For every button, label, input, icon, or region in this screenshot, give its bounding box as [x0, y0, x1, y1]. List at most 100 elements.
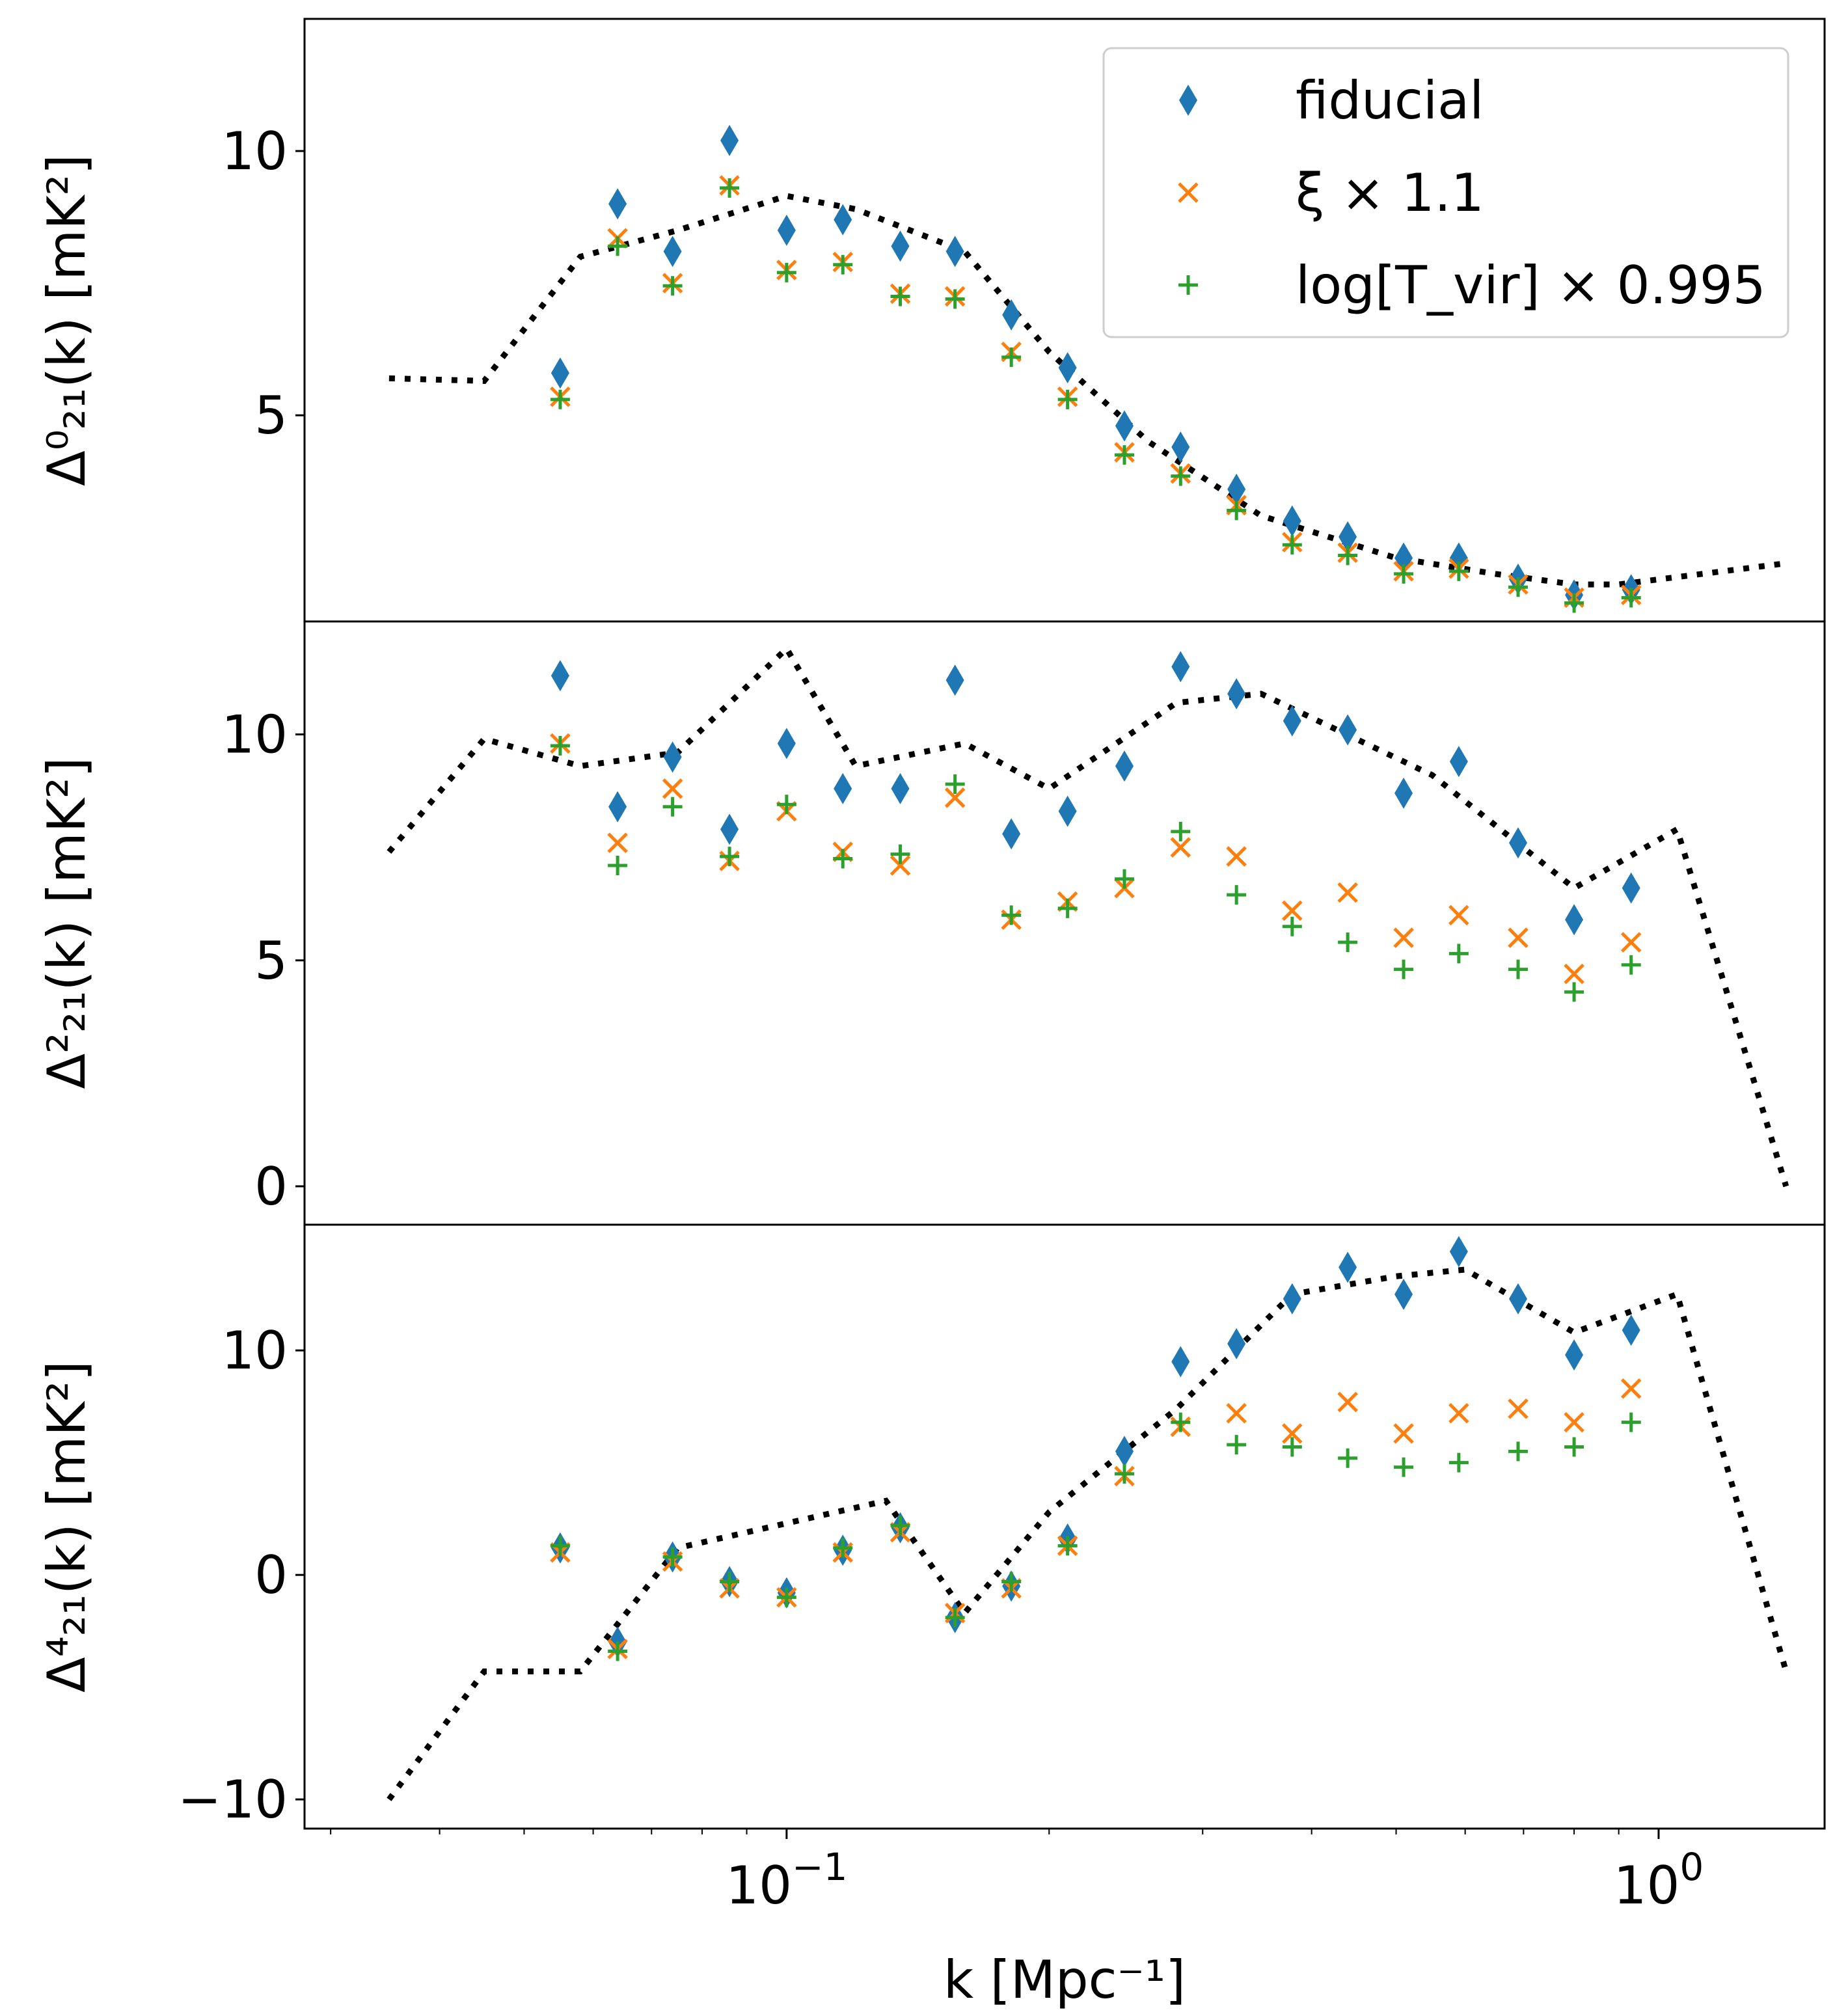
data-point [1171, 1412, 1191, 1432]
data-point [1622, 872, 1640, 904]
data-point [1448, 944, 1469, 964]
data-point [1001, 347, 1022, 367]
x-tick-label: 10−1 [726, 1845, 847, 1916]
data-point [834, 772, 852, 804]
data-point [1057, 389, 1078, 409]
data-point [1564, 1437, 1584, 1457]
series-log[T_vir] × 0.995 [550, 178, 1641, 613]
data-point [1283, 1283, 1301, 1314]
axes-frame-l4 [303, 1223, 1826, 1830]
data-point [1564, 1411, 1584, 1433]
legend-box [1102, 47, 1789, 338]
data-point [1227, 885, 1247, 905]
axes-frames [303, 18, 1826, 1830]
legend-label: log[T_vir] × 0.995 [1296, 255, 1766, 316]
data-point [1171, 651, 1190, 683]
data-point [1282, 1423, 1303, 1444]
data-point [1621, 955, 1641, 975]
data-point [1171, 431, 1190, 463]
x-tick-label: 100 [1614, 1845, 1704, 1916]
data-point [1171, 466, 1191, 486]
data-point [1001, 1572, 1022, 1592]
data-point [1564, 963, 1584, 985]
data-point [1394, 1457, 1414, 1477]
series-log[T_vir] × 0.995 [550, 735, 1641, 1002]
data-point [890, 286, 910, 306]
data-point [608, 1641, 628, 1661]
data-point [1448, 905, 1469, 926]
data-point [1171, 1346, 1190, 1378]
data-point [945, 774, 965, 794]
data-point [608, 188, 627, 220]
theory-dotted-line [388, 193, 1787, 588]
data-point [1058, 795, 1077, 827]
data-point [1394, 564, 1414, 584]
data-point [1057, 1536, 1078, 1556]
data-point [1393, 1423, 1414, 1444]
data-point [834, 204, 852, 236]
data-point [1227, 678, 1246, 710]
data-point [1394, 959, 1414, 979]
y-tick-label: 10 [221, 1320, 288, 1381]
data-point [1339, 714, 1357, 746]
data-point [776, 795, 796, 815]
data-point [1508, 1283, 1527, 1314]
data-point [662, 276, 683, 296]
series-ξ × 1.1 [550, 733, 1642, 985]
data-point [1621, 1412, 1641, 1432]
data-point [662, 778, 683, 799]
data-point [1283, 505, 1301, 537]
y-axis-label: Δ⁰₂₁(k) [mK²] [36, 154, 97, 486]
y-tick-label: 10 [221, 705, 288, 765]
data-point [777, 728, 796, 759]
data-point [720, 178, 740, 198]
data-point [944, 787, 966, 808]
data-point [1058, 352, 1077, 384]
data-point [1057, 898, 1078, 918]
data-point [1508, 1441, 1528, 1462]
legend-entry: fiducial [1179, 70, 1484, 131]
panel-l2: 0 5 10 Δ²₂₁(k) [mK²] [36, 644, 1789, 1217]
data-point [1448, 561, 1469, 581]
data-point [550, 660, 569, 692]
data-point [1170, 837, 1191, 858]
y-axis-label: Δ⁴₂₁(k) [mK²] [36, 1361, 97, 1693]
data-point [1339, 1251, 1357, 1283]
legend-entry: ξ × 1.1 [1178, 163, 1484, 223]
data-point [1002, 299, 1021, 331]
data-point [1449, 1236, 1468, 1268]
data-point [1115, 750, 1134, 782]
data-point [833, 1538, 853, 1558]
data-point [833, 254, 853, 275]
data-point [776, 1587, 796, 1607]
data-point [1448, 1403, 1469, 1424]
data-point [1002, 818, 1021, 850]
y-tick-label: 0 [254, 1156, 288, 1217]
data-point [1622, 1314, 1640, 1346]
y-axis-label: Δ²₂₁(k) [mK²] [36, 757, 97, 1089]
data-point [1565, 1339, 1584, 1371]
data-point [720, 847, 740, 867]
data-point [607, 832, 628, 854]
data-point [1339, 521, 1357, 553]
x-axis: 10−1 100 [330, 1829, 1704, 1916]
data-point [1283, 705, 1301, 737]
data-point [550, 735, 570, 756]
data-point [1508, 1398, 1529, 1419]
data-point [776, 262, 796, 282]
data-point [1115, 1436, 1134, 1467]
data-point [1338, 933, 1358, 953]
theory-dotted-line [387, 1266, 1789, 1801]
data-point [1448, 1452, 1469, 1473]
data-point [1337, 882, 1358, 903]
y-tick-label: −10 [178, 1769, 288, 1830]
data-point [550, 389, 570, 409]
panel-l0: 5 10 Δ⁰₂₁(k) [mK²] [36, 121, 1787, 613]
data-point [891, 230, 910, 262]
data-point [833, 849, 853, 869]
data-point [1171, 821, 1191, 841]
data-point [720, 124, 739, 156]
data-point [1115, 410, 1134, 442]
legend: fiducial ξ × 1.1 log[T_vir] × 0.995 [1102, 47, 1789, 338]
series-fiducial [550, 1236, 1640, 1658]
